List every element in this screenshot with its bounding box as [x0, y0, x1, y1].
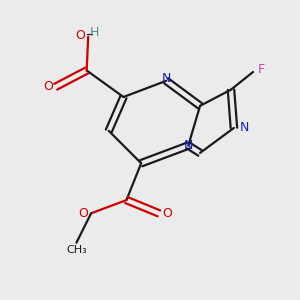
Text: H: H: [90, 26, 99, 39]
Text: N: N: [239, 122, 249, 134]
Text: O: O: [75, 29, 85, 42]
Text: N: N: [184, 139, 193, 152]
Text: O: O: [44, 80, 53, 93]
Text: F: F: [258, 62, 265, 76]
Text: N: N: [161, 72, 171, 85]
Text: O: O: [162, 207, 172, 220]
Text: O: O: [78, 207, 88, 220]
Text: CH₃: CH₃: [66, 245, 87, 255]
